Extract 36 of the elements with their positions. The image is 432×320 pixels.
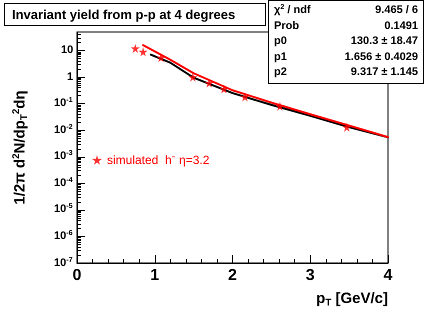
annotation: 1.656 ± 0.4029 xyxy=(344,50,418,64)
x-tick-label: 4 xyxy=(384,267,392,284)
chart-title: Invariant yield from p-p at 4 degrees xyxy=(4,3,266,26)
annotation: p1 xyxy=(274,50,288,64)
y-tick-label: 1 xyxy=(67,70,74,83)
y-tick-label: 10$^{-7}$ xyxy=(54,256,73,268)
x-tick-label: 1 xyxy=(150,267,160,284)
x-tick-label: 0 xyxy=(72,267,82,284)
point xyxy=(219,84,228,94)
legend-label: simulated h⁻ η=3.2 xyxy=(107,153,210,167)
text: χ$^{2}$ / ndf xyxy=(274,3,312,18)
y-tick-label: 10$^{-3}$ xyxy=(54,149,73,162)
annotation: 9.317 ± 1.145 xyxy=(350,65,418,80)
y-tick-label: 10$^{-2}$ xyxy=(54,122,73,136)
point xyxy=(138,47,148,56)
text: Prob xyxy=(274,18,300,34)
y-tick-label: 10 xyxy=(61,44,74,56)
text: 9.465 / 6 xyxy=(374,3,418,18)
point xyxy=(188,72,198,82)
point xyxy=(342,122,352,132)
y-tick-label: 10$^{-4}$ xyxy=(54,176,73,189)
point xyxy=(156,53,166,62)
point xyxy=(240,92,250,102)
y-tick-label: 10$^{-6}$ xyxy=(54,229,73,242)
y-tick-label: 10$^{-5}$ xyxy=(54,202,73,216)
point xyxy=(130,44,140,53)
annotation: p2 xyxy=(274,65,288,80)
x-tick-label: 2 xyxy=(228,267,237,284)
point xyxy=(275,102,284,111)
annotation: p0 xyxy=(274,34,288,49)
y-tick-label: 10$^{-1}$ xyxy=(54,96,73,110)
text: 0.1491 xyxy=(383,18,418,34)
x-axis-title: p$_{T}$ [GeV/c] xyxy=(316,290,388,308)
point xyxy=(204,78,214,88)
annotation: 130.3 ± 18.47 xyxy=(350,34,418,49)
x-tick-label: 3 xyxy=(306,267,315,284)
